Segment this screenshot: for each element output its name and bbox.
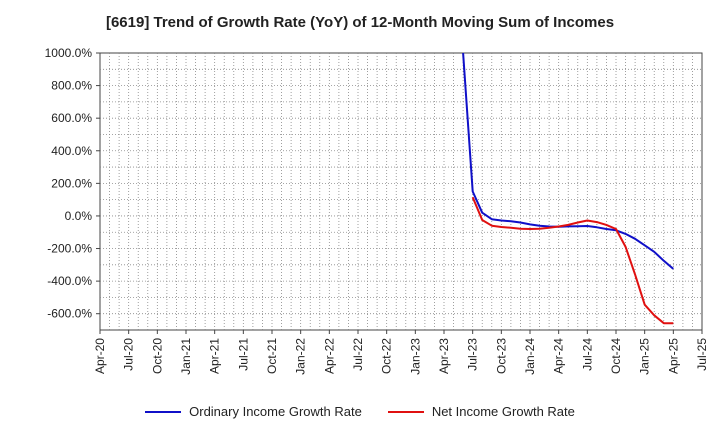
x-tick-label: Jul-24 bbox=[580, 338, 594, 371]
x-tick-label: Jan-23 bbox=[408, 338, 422, 375]
legend-item-ordinary: Ordinary Income Growth Rate bbox=[145, 404, 362, 419]
x-tick-label: Apr-23 bbox=[437, 338, 451, 374]
x-tick-label: Jul-23 bbox=[466, 338, 480, 371]
y-tick-label: 600.0% bbox=[51, 111, 92, 125]
plot-area bbox=[99, 52, 703, 331]
x-tick-label: Oct-23 bbox=[494, 338, 508, 374]
legend-swatch-net bbox=[387, 410, 424, 413]
y-tick-label: -200.0% bbox=[47, 242, 92, 256]
x-tick-label: Oct-21 bbox=[265, 338, 279, 374]
series-line-ordinary-income bbox=[462, 53, 674, 270]
x-tick-label: Jul-21 bbox=[236, 338, 250, 371]
x-tick-label: Apr-20 bbox=[93, 338, 107, 374]
x-tick-label: Apr-22 bbox=[322, 338, 336, 374]
x-tick-label: Apr-21 bbox=[208, 338, 222, 374]
x-tick-label: Jul-20 bbox=[122, 338, 136, 371]
series-line-net-income bbox=[471, 196, 674, 325]
y-tick-label: 800.0% bbox=[51, 79, 92, 93]
x-tick-label: Jan-25 bbox=[638, 338, 652, 375]
y-tick-label: 400.0% bbox=[51, 144, 92, 158]
chart-title: [6619] Trend of Growth Rate (YoY) of 12-… bbox=[105, 14, 615, 31]
x-tick-label: Oct-24 bbox=[609, 338, 623, 374]
y-tick-label: -600.0% bbox=[47, 307, 92, 321]
y-tick-label: 200.0% bbox=[51, 176, 92, 190]
legend-label-net: Net Income Growth Rate bbox=[431, 404, 575, 419]
x-tick-label: Jan-22 bbox=[294, 338, 308, 375]
x-tick-label: Apr-25 bbox=[666, 338, 680, 374]
x-tick-label: Oct-20 bbox=[150, 338, 164, 374]
chart-legend: Ordinary Income Growth Rate Net Income G… bbox=[0, 404, 720, 419]
y-tick-label: -400.0% bbox=[47, 274, 92, 288]
x-tick-label: Jan-21 bbox=[179, 338, 193, 375]
x-tick-label: Jul-22 bbox=[351, 338, 365, 371]
legend-item-net: Net Income Growth Rate bbox=[387, 404, 575, 419]
legend-swatch-ordinary bbox=[145, 410, 182, 413]
y-tick-label: 0.0% bbox=[65, 209, 93, 223]
x-tick-label: Oct-22 bbox=[380, 338, 394, 374]
legend-label-ordinary: Ordinary Income Growth Rate bbox=[189, 404, 362, 419]
y-tick-label: 1000.0% bbox=[45, 46, 93, 60]
x-tick-label: Jul-25 bbox=[695, 338, 709, 371]
x-tick-label: Apr-24 bbox=[552, 338, 566, 374]
x-tick-label: Jan-24 bbox=[523, 338, 537, 375]
